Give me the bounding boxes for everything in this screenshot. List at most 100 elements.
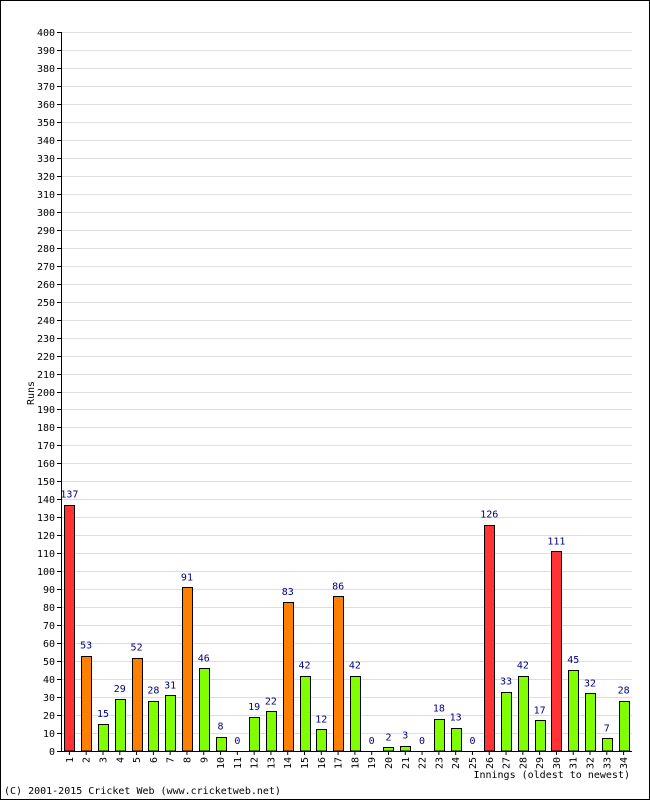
y-tick-label-400: 400	[37, 28, 55, 39]
x-tick-label-28: 28	[518, 757, 529, 769]
bar-innings-21	[400, 746, 411, 752]
x-tick-label-23: 23	[434, 757, 445, 769]
y-tick-label-90: 90	[43, 585, 55, 596]
y-tick-label-280: 280	[37, 244, 55, 255]
y-tick-label-200: 200	[37, 388, 55, 399]
bar-innings-15	[300, 676, 311, 752]
axes	[57, 32, 632, 755]
data-label-innings-25: 0	[469, 736, 475, 747]
y-tick-label-10: 10	[43, 729, 55, 740]
x-tick-label-14: 14	[283, 757, 294, 769]
data-label-innings-32: 32	[584, 678, 596, 689]
x-axis-title: Innings (oldest to newest)	[473, 770, 630, 781]
data-label-innings-27: 33	[500, 677, 512, 688]
data-label-innings-24: 13	[450, 713, 462, 724]
x-tick-label-13: 13	[266, 757, 277, 769]
x-tick-label-2: 2	[82, 757, 93, 763]
x-tick-label-19: 19	[367, 757, 378, 769]
y-tick-labels: 0 10 20 30 40 50 60 70 80 90 100 110 120 130 140 150 160…	[37, 28, 55, 758]
y-tick-label-310: 310	[37, 190, 55, 201]
bar-innings-32	[585, 693, 596, 752]
y-tick-label-360: 360	[37, 100, 55, 111]
x-tick-label-8: 8	[182, 757, 193, 763]
y-axis-title: Runs	[26, 381, 37, 405]
data-label-innings-12: 19	[248, 702, 260, 713]
data-label-innings-14: 83	[282, 587, 294, 598]
bar-innings-33	[602, 738, 613, 752]
bar-innings-2	[81, 656, 92, 752]
data-label-innings-8: 91	[181, 572, 193, 583]
x-tick-label-1: 1	[65, 757, 76, 763]
bar-innings-13	[266, 711, 277, 752]
data-label-innings-3: 15	[97, 709, 109, 720]
bar-innings-26	[484, 525, 495, 752]
x-tick-label-20: 20	[384, 757, 395, 769]
y-tick-label-0: 0	[49, 747, 55, 758]
y-tick-label-80: 80	[43, 603, 55, 614]
x-tick-label-4: 4	[115, 757, 126, 763]
x-tick-label-17: 17	[334, 757, 345, 769]
y-tick-label-160: 160	[37, 459, 55, 470]
y-tick-label-330: 330	[37, 154, 55, 165]
y-tick-label-180: 180	[37, 423, 55, 434]
x-tick-label-12: 12	[250, 757, 261, 769]
bar-innings-12	[249, 717, 260, 752]
y-tick-label-260: 260	[37, 280, 55, 291]
data-label-innings-17: 86	[332, 581, 344, 592]
x-tick-label-10: 10	[216, 757, 227, 769]
x-tick-label-6: 6	[149, 757, 160, 763]
data-label-innings-6: 28	[147, 686, 159, 697]
data-label-innings-13: 22	[265, 696, 277, 707]
bar-innings-4	[115, 699, 126, 752]
data-label-innings-9: 46	[198, 653, 210, 664]
data-label-innings-7: 31	[164, 680, 176, 691]
bar-innings-7	[165, 695, 176, 752]
y-tick-label-380: 380	[37, 64, 55, 75]
y-tick-label-190: 190	[37, 405, 55, 416]
x-tick-label-24: 24	[451, 757, 462, 769]
bar-innings-14	[283, 602, 294, 752]
data-label-innings-33: 7	[604, 723, 610, 734]
y-tick-label-300: 300	[37, 208, 55, 219]
x-tick-label-30: 30	[552, 757, 563, 769]
y-tick-label-220: 220	[37, 352, 55, 363]
y-tick-label-250: 250	[37, 298, 55, 309]
data-label-innings-11: 0	[234, 736, 240, 747]
bar-innings-17	[333, 596, 344, 752]
data-label-innings-10: 8	[218, 722, 224, 733]
x-tick-label-21: 21	[401, 757, 412, 769]
y-tick-label-150: 150	[37, 477, 55, 488]
x-tick-label-27: 27	[502, 757, 513, 769]
y-tick-label-130: 130	[37, 513, 55, 524]
data-label-innings-22: 0	[419, 736, 425, 747]
data-label-innings-28: 42	[517, 661, 529, 672]
bar-innings-9	[199, 668, 210, 752]
x-tick-label-25: 25	[468, 757, 479, 769]
x-tick-label-32: 32	[586, 757, 597, 769]
x-tick-label-29: 29	[535, 757, 546, 769]
bar-innings-28	[518, 676, 529, 752]
data-label-innings-20: 2	[385, 732, 391, 743]
bars	[64, 505, 630, 752]
data-label-innings-30: 111	[547, 536, 565, 547]
x-tick-label-15: 15	[300, 757, 311, 769]
x-tick-label-18: 18	[350, 757, 361, 769]
y-tick-label-210: 210	[37, 370, 55, 381]
x-tick-label-11: 11	[233, 757, 244, 769]
y-tick-label-120: 120	[37, 531, 55, 542]
data-label-innings-29: 17	[534, 705, 546, 716]
y-tick-label-270: 270	[37, 262, 55, 273]
y-tick-label-30: 30	[43, 693, 55, 704]
y-tick-label-340: 340	[37, 136, 55, 147]
bar-innings-31	[568, 670, 579, 752]
x-tick-label-9: 9	[199, 757, 210, 763]
data-label-innings-15: 42	[298, 661, 310, 672]
y-tick-label-370: 370	[37, 82, 55, 93]
bar-innings-6	[148, 701, 159, 752]
data-label-innings-23: 18	[433, 704, 445, 715]
data-label-innings-5: 52	[131, 643, 143, 654]
data-label-innings-19: 0	[369, 736, 375, 747]
bar-innings-18	[350, 676, 361, 752]
